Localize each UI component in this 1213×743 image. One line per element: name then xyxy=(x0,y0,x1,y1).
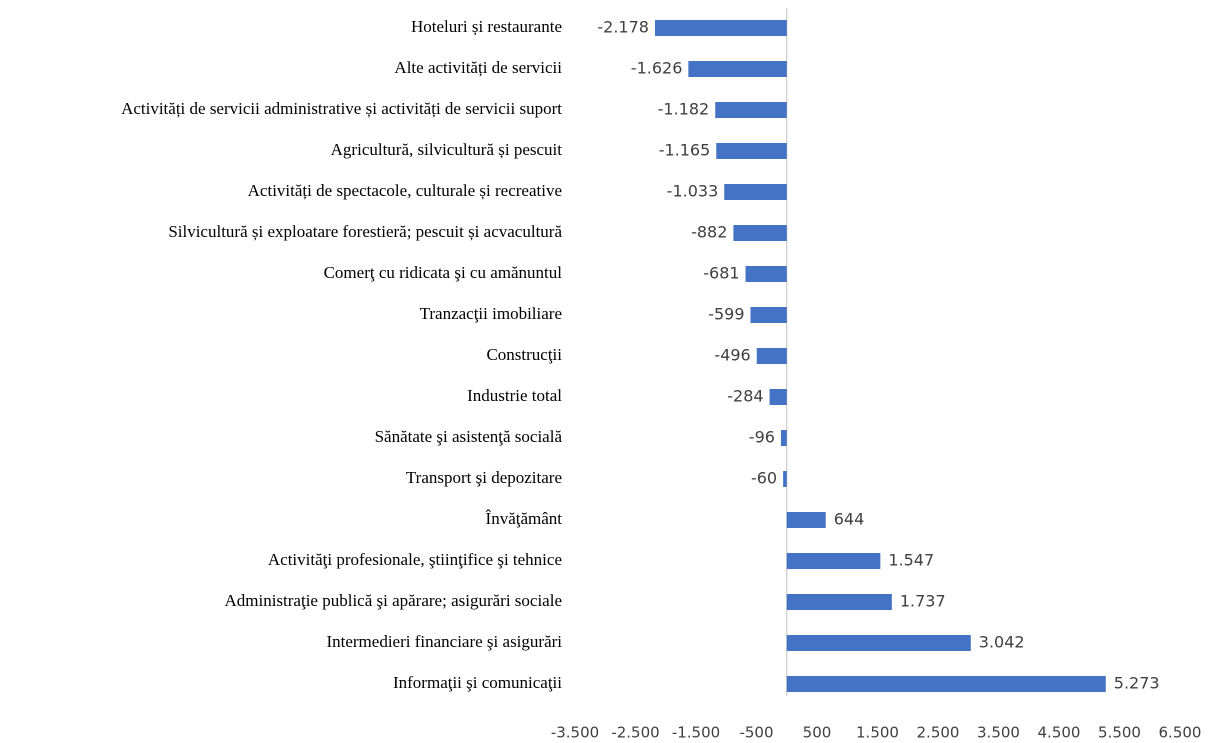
bar xyxy=(786,594,892,610)
category-label: Silvicultură și exploatare forestieră; p… xyxy=(168,222,562,241)
x-tick-label: -2.500 xyxy=(611,724,659,742)
category-label: Activități de servicii administrative și… xyxy=(121,99,562,118)
value-label: -284 xyxy=(727,387,763,406)
category-label: Învăţământ xyxy=(486,509,563,528)
value-label: 644 xyxy=(834,510,865,529)
bar xyxy=(724,184,787,200)
x-tick-label: 500 xyxy=(803,724,832,742)
x-tick-label: 5.500 xyxy=(1098,724,1141,742)
value-label: 5.273 xyxy=(1114,674,1160,693)
bar xyxy=(688,61,787,77)
bar xyxy=(783,471,787,487)
category-label: Alte activități de servicii xyxy=(394,58,562,77)
bar xyxy=(786,676,1106,692)
value-label: -681 xyxy=(703,264,739,283)
value-label: -1.182 xyxy=(658,100,710,119)
category-label: Activităţi profesionale, ştiinţifice şi … xyxy=(268,550,562,569)
category-label: Agricultură, silvicultură și pescuit xyxy=(331,140,563,159)
bar xyxy=(769,389,787,405)
value-label: -96 xyxy=(749,428,775,447)
category-label: Informaţii şi comunicaţii xyxy=(393,673,562,692)
x-tick-label: -500 xyxy=(739,724,773,742)
x-tick-label: 1.500 xyxy=(856,724,899,742)
x-tick-label: 2.500 xyxy=(917,724,960,742)
category-label: Intermedieri financiare şi asigurări xyxy=(326,632,562,651)
category-label: Comerţ cu ridicata şi cu amănuntul xyxy=(324,263,563,282)
x-tick-label: -3.500 xyxy=(551,724,599,742)
value-label: -2.178 xyxy=(597,18,649,37)
bar xyxy=(756,348,787,364)
value-label: -599 xyxy=(708,305,744,324)
value-label: -1.165 xyxy=(659,141,711,160)
value-label: 1.737 xyxy=(900,592,946,611)
category-label: Construcţii xyxy=(486,345,562,364)
value-label: -1.033 xyxy=(667,182,719,201)
bar xyxy=(786,512,826,528)
bar xyxy=(733,225,787,241)
x-tick-label: 6.500 xyxy=(1159,724,1202,742)
value-label: -60 xyxy=(751,469,777,488)
category-label: Sănătate şi asistenţă socială xyxy=(375,427,563,446)
value-label: 1.547 xyxy=(888,551,934,570)
bar xyxy=(750,307,787,323)
bar xyxy=(780,430,787,446)
bar xyxy=(716,143,787,159)
value-label: 3.042 xyxy=(979,633,1025,652)
value-label: -882 xyxy=(691,223,727,242)
x-tick-label: -1.500 xyxy=(672,724,720,742)
value-label: -1.626 xyxy=(631,59,683,78)
bar xyxy=(786,635,971,651)
bar xyxy=(715,102,787,118)
category-label: Industrie total xyxy=(467,386,562,405)
category-label: Tranzacţii imobiliare xyxy=(420,304,562,323)
category-label: Administraţie publică şi apărare; asigur… xyxy=(224,591,562,610)
bar xyxy=(786,553,881,569)
category-label: Hoteluri și restaurante xyxy=(411,17,562,36)
value-label: -496 xyxy=(714,346,750,365)
bar xyxy=(745,266,787,282)
x-tick-label: 4.500 xyxy=(1038,724,1081,742)
category-label: Transport şi depozitare xyxy=(406,468,562,487)
x-tick-label: 3.500 xyxy=(977,724,1020,742)
bar xyxy=(654,20,787,36)
category-label: Activități de spectacole, culturale și r… xyxy=(248,181,562,200)
